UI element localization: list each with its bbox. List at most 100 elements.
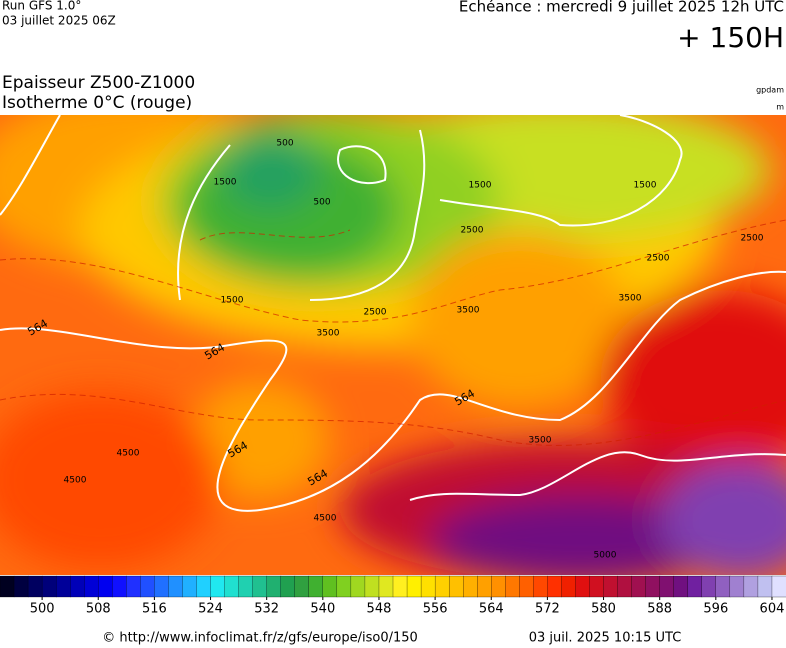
colorbar-box <box>27 575 43 598</box>
colorbar-tick-label: 548 <box>367 602 392 617</box>
contour-label: 500 <box>276 139 293 149</box>
colorbar-box <box>350 575 366 598</box>
colorbar-box <box>757 575 773 598</box>
contour-label: 4500 <box>64 476 87 486</box>
colorbar-box <box>294 575 310 598</box>
colorbar-tick-label: 572 <box>535 602 560 617</box>
colorbar-tick-label: 516 <box>142 602 167 617</box>
contour-label: 2500 <box>647 254 670 264</box>
colorbar-box <box>168 575 183 598</box>
colorbar-tick-label: 500 <box>30 602 55 617</box>
lead-time: + 150H <box>677 21 784 54</box>
colorbar-box <box>687 575 703 598</box>
colorbar-box <box>645 575 661 598</box>
colorbar: 500 508 516 524 532 540 548 556 564 572 580 588 596 6… <box>0 575 786 617</box>
unit-1: gpdam <box>756 86 784 95</box>
colorbar-tick-label: 556 <box>423 602 448 617</box>
contour-label: 500 <box>313 198 330 208</box>
colorbar-tick-label: 596 <box>703 602 728 617</box>
colorbar-box <box>519 575 534 598</box>
unit-2: m <box>776 103 784 112</box>
contour-label: 2500 <box>364 308 387 318</box>
colorbar-box <box>98 575 113 598</box>
colorbar-box <box>561 575 576 598</box>
title-2: Isotherme 0°C (rouge) <box>2 93 192 113</box>
colorbar-box <box>434 575 450 598</box>
contour-label: 1500 <box>469 181 492 191</box>
title-1: Epaisseur Z500-Z1000 <box>2 73 195 93</box>
colorbar-box <box>336 575 352 598</box>
colorbar-box <box>308 575 324 598</box>
colorbar-box <box>364 575 380 598</box>
colorbar-box <box>743 575 759 598</box>
contour-label: 3500 <box>457 306 480 316</box>
contour-label: 4500 <box>117 449 140 459</box>
contour-label: 3500 <box>619 294 642 304</box>
colorbar-box <box>533 575 548 598</box>
contour-label: 3500 <box>317 329 340 339</box>
colorbar-box <box>266 575 282 598</box>
colorbar-box <box>280 575 296 598</box>
colorbar-box <box>112 575 127 598</box>
colorbar-box <box>0 575 15 598</box>
colorbar-tick-label: 540 <box>310 602 335 617</box>
colorbar-box <box>322 575 338 598</box>
colorbar-tick-label: 508 <box>86 602 111 617</box>
colorbar-box <box>729 575 745 598</box>
contour-label: 2500 <box>741 234 764 244</box>
colorbar-box <box>477 575 492 598</box>
colorbar-box <box>505 575 520 598</box>
colorbar-box <box>715 575 731 598</box>
run: Run GFS 1.0° <box>2 0 81 13</box>
contour-label: 3500 <box>529 436 552 446</box>
colorbar-box <box>463 575 478 598</box>
colorbar-box <box>252 575 268 598</box>
colorbar-box <box>701 575 717 598</box>
colorbar-box <box>547 575 562 598</box>
contour-label: 1500 <box>221 296 244 306</box>
colorbar-box <box>673 575 689 598</box>
colorbar-box <box>420 575 436 598</box>
colorbar-tick-label: 588 <box>647 602 672 617</box>
colorbar-box <box>575 575 590 598</box>
contour-label: 1500 <box>634 181 657 191</box>
colorbar-box <box>631 575 647 598</box>
contour-label: 5000 <box>594 551 617 561</box>
colorbar-tick-label: 604 <box>760 602 785 617</box>
map: 5645645645645641500150015001500250025002… <box>0 115 786 575</box>
colorbar-tick-label: 580 <box>591 602 616 617</box>
colorbar-box <box>589 575 604 598</box>
colorbar-box <box>84 575 99 598</box>
colorbar-box <box>238 575 254 598</box>
colorbar-box <box>210 575 226 598</box>
colorbar-box <box>491 575 506 598</box>
colorbar-box <box>41 575 57 598</box>
colorbar-box <box>196 575 211 598</box>
valid-time: Echéance : mercredi 9 juillet 2025 12h U… <box>459 0 784 16</box>
colorbar-box <box>771 575 786 598</box>
colorbar-tick-label: 532 <box>254 602 279 617</box>
colorbar-tick-label: 524 <box>198 602 223 617</box>
colorbar-box <box>182 575 197 598</box>
colorbar-tick-label: 564 <box>479 602 504 617</box>
contours <box>0 115 786 512</box>
colorbar-box <box>448 575 464 598</box>
run-date: 03 juillet 2025 06Z <box>2 14 116 28</box>
colorbar-box <box>378 575 394 598</box>
colorbar-box <box>617 575 633 598</box>
colorbar-box <box>55 575 71 598</box>
colorbar-box <box>13 575 29 598</box>
colorbar-box <box>603 575 619 598</box>
colorbar-box <box>140 575 155 598</box>
colorbar-box <box>70 575 85 598</box>
colorbar-box <box>224 575 240 598</box>
contour-label: 1500 <box>214 178 237 188</box>
contour-label: 2500 <box>461 226 484 236</box>
generated: 03 juil. 2025 10:15 UTC <box>529 631 682 646</box>
contour-label: 4500 <box>314 514 337 524</box>
colorbar-box <box>154 575 169 598</box>
colorbar-box <box>659 575 675 598</box>
colorbar-box <box>126 575 141 598</box>
colorbar-box <box>392 575 408 598</box>
